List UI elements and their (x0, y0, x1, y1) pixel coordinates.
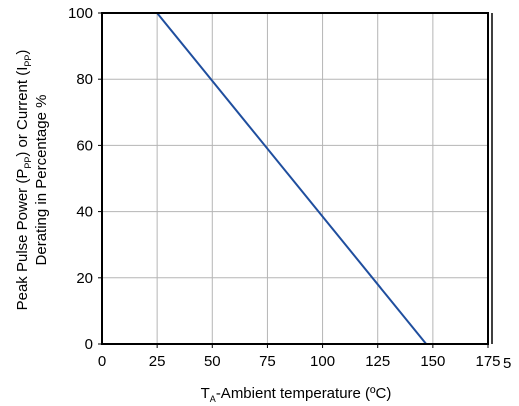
x-tick-label: 175 (475, 353, 500, 370)
y-tick-label: 40 (76, 204, 93, 221)
x-tick-label: 0 (98, 353, 106, 370)
y-axis-label: Peak Pulse Power (PPP) or Current (IPP) … (14, 50, 50, 311)
derating-series-line (156, 12, 427, 345)
svg-text:Derating in Percentage %: Derating in Percentage % (33, 95, 50, 266)
series-line-group (156, 12, 427, 345)
svg-text:Peak Pulse Power (PPP) or Curr: Peak Pulse Power (PPP) or Current (IPP) (14, 50, 33, 311)
y-tick-label: 60 (76, 137, 93, 154)
x-tick-label: 50 (204, 353, 221, 370)
y-tick-label: 100 (68, 5, 93, 22)
x-tick-label: 125 (365, 353, 390, 370)
x-axis-label: TA-Ambient temperature (ºC) (201, 385, 392, 404)
y-tick-labels: 0 20 40 60 80 100 (68, 5, 93, 353)
x-tick-label: 75 (259, 353, 276, 370)
y-tick-label: 20 (76, 270, 93, 287)
stray-digit-label: 5 (503, 355, 511, 372)
x-tick-labels: 0 25 50 75 100 125 150 175 (98, 353, 501, 370)
x-tick-label: 100 (310, 353, 335, 370)
x-tick-label: 150 (420, 353, 445, 370)
y-tick-label: 80 (76, 71, 93, 88)
x-tick-label: 25 (149, 353, 166, 370)
plot-frame (101, 12, 489, 345)
y-tick-label: 0 (85, 336, 93, 353)
